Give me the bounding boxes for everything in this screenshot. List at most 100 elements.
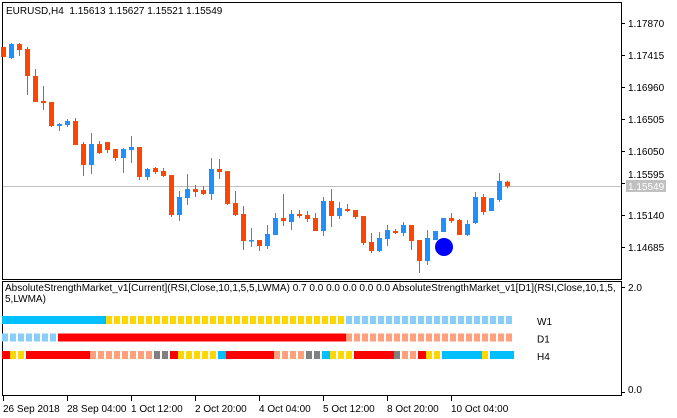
candle[interactable] bbox=[337, 201, 342, 220]
candle[interactable] bbox=[1, 46, 6, 58]
candle[interactable] bbox=[273, 213, 278, 236]
candle[interactable] bbox=[193, 185, 198, 197]
indicator-cell-yellow bbox=[338, 316, 344, 324]
indicator-cell-yellow bbox=[18, 351, 24, 359]
candle[interactable] bbox=[265, 225, 270, 250]
candle[interactable] bbox=[465, 219, 470, 237]
indicator-cell-salmon bbox=[498, 333, 504, 342]
candle[interactable] bbox=[449, 213, 454, 224]
indicator-cell-gray bbox=[162, 351, 168, 359]
candle[interactable] bbox=[49, 101, 54, 128]
candle[interactable] bbox=[73, 118, 78, 146]
candle[interactable] bbox=[161, 168, 166, 178]
candle[interactable] bbox=[297, 210, 302, 219]
candle[interactable] bbox=[497, 173, 502, 202]
candle[interactable] bbox=[473, 192, 478, 225]
candle[interactable] bbox=[129, 136, 134, 164]
indicator-cell-yellow bbox=[274, 316, 280, 324]
candle[interactable] bbox=[433, 231, 438, 241]
candle[interactable] bbox=[481, 194, 486, 215]
candle[interactable] bbox=[121, 148, 126, 174]
indicator-segment-red bbox=[26, 351, 90, 359]
candle-body bbox=[81, 144, 86, 165]
candle[interactable] bbox=[41, 86, 46, 110]
candle[interactable] bbox=[249, 228, 254, 247]
candle-body bbox=[465, 224, 470, 236]
candle[interactable] bbox=[105, 141, 110, 154]
candle[interactable] bbox=[209, 158, 214, 201]
candle[interactable] bbox=[321, 196, 326, 237]
candle[interactable] bbox=[153, 167, 158, 174]
candle[interactable] bbox=[33, 68, 38, 102]
candle[interactable] bbox=[305, 210, 310, 223]
candle[interactable] bbox=[177, 191, 182, 222]
candle[interactable] bbox=[361, 216, 366, 246]
price-axis[interactable]: 1.17870 1.17415 1.16960 1.16505 1.16050 1.155… bbox=[621, 19, 666, 254]
time-axis[interactable]: 26 Sep 2018 28 Sep 04:00 1 Oct 12:00 2 Oct … bbox=[3, 396, 509, 415]
candle[interactable] bbox=[65, 119, 70, 128]
indicator-cell-yellow bbox=[266, 316, 272, 324]
candle-body bbox=[425, 237, 430, 261]
candle[interactable] bbox=[225, 171, 230, 206]
candle[interactable] bbox=[169, 175, 174, 218]
candle[interactable] bbox=[505, 180, 510, 189]
indicator-cell-salmon bbox=[298, 351, 304, 359]
candle[interactable] bbox=[289, 210, 294, 231]
candle[interactable] bbox=[57, 123, 62, 132]
candle[interactable] bbox=[401, 222, 406, 237]
candlestick-series[interactable] bbox=[1, 42, 510, 274]
indicator-cell-yellow bbox=[138, 316, 144, 324]
candle[interactable] bbox=[353, 210, 358, 220]
indicator-cell-salmon bbox=[346, 333, 352, 342]
candle[interactable] bbox=[257, 240, 262, 252]
candle[interactable] bbox=[137, 146, 142, 181]
candle-body bbox=[249, 240, 254, 242]
candle[interactable] bbox=[393, 228, 398, 234]
candle[interactable] bbox=[489, 198, 494, 211]
candle-body bbox=[305, 215, 310, 220]
candle[interactable] bbox=[281, 194, 286, 227]
candle[interactable] bbox=[417, 240, 422, 274]
candle-body bbox=[457, 219, 462, 236]
candle[interactable] bbox=[377, 232, 382, 252]
candle[interactable] bbox=[201, 186, 206, 196]
candle[interactable] bbox=[385, 225, 390, 247]
candle[interactable] bbox=[217, 159, 222, 179]
candle[interactable] bbox=[97, 141, 102, 155]
candle-body bbox=[329, 201, 334, 217]
candle[interactable] bbox=[81, 141, 86, 177]
candle[interactable] bbox=[241, 205, 246, 251]
candle[interactable] bbox=[457, 219, 462, 236]
indicator-cell-lightblue bbox=[26, 333, 32, 342]
indicator-cell-salmon bbox=[410, 351, 416, 359]
candle[interactable] bbox=[233, 191, 238, 217]
candle[interactable] bbox=[441, 218, 446, 233]
time-tick-label: 26 Sep 2018 bbox=[3, 404, 60, 415]
indicator-segment-cyan bbox=[442, 351, 482, 359]
candle[interactable] bbox=[25, 46, 30, 96]
indicator-cell-lightblue bbox=[402, 316, 408, 324]
candle[interactable] bbox=[369, 233, 374, 254]
signal-dot-marker bbox=[435, 238, 453, 256]
time-tick-label: 10 Oct 04:00 bbox=[451, 404, 509, 415]
candle[interactable] bbox=[329, 189, 334, 228]
indicator-cell-salmon bbox=[394, 333, 400, 342]
candle[interactable] bbox=[113, 149, 118, 161]
candle[interactable] bbox=[145, 168, 150, 181]
candle-body bbox=[337, 208, 342, 217]
candle-body bbox=[65, 121, 70, 126]
time-tick-label: 4 Oct 04:00 bbox=[259, 404, 311, 415]
indicator-cell-salmon bbox=[410, 333, 416, 342]
indicator-cell-lightblue bbox=[506, 316, 512, 324]
candle[interactable] bbox=[345, 204, 350, 213]
candle[interactable] bbox=[17, 42, 22, 56]
candle[interactable] bbox=[425, 230, 430, 266]
candle[interactable] bbox=[89, 132, 94, 174]
candle[interactable] bbox=[409, 225, 414, 251]
candle[interactable] bbox=[9, 42, 14, 60]
candle[interactable] bbox=[185, 173, 190, 206]
candle[interactable] bbox=[313, 213, 318, 232]
indicator-cell-gray bbox=[306, 351, 312, 359]
indicator-cell-salmon bbox=[106, 351, 112, 359]
